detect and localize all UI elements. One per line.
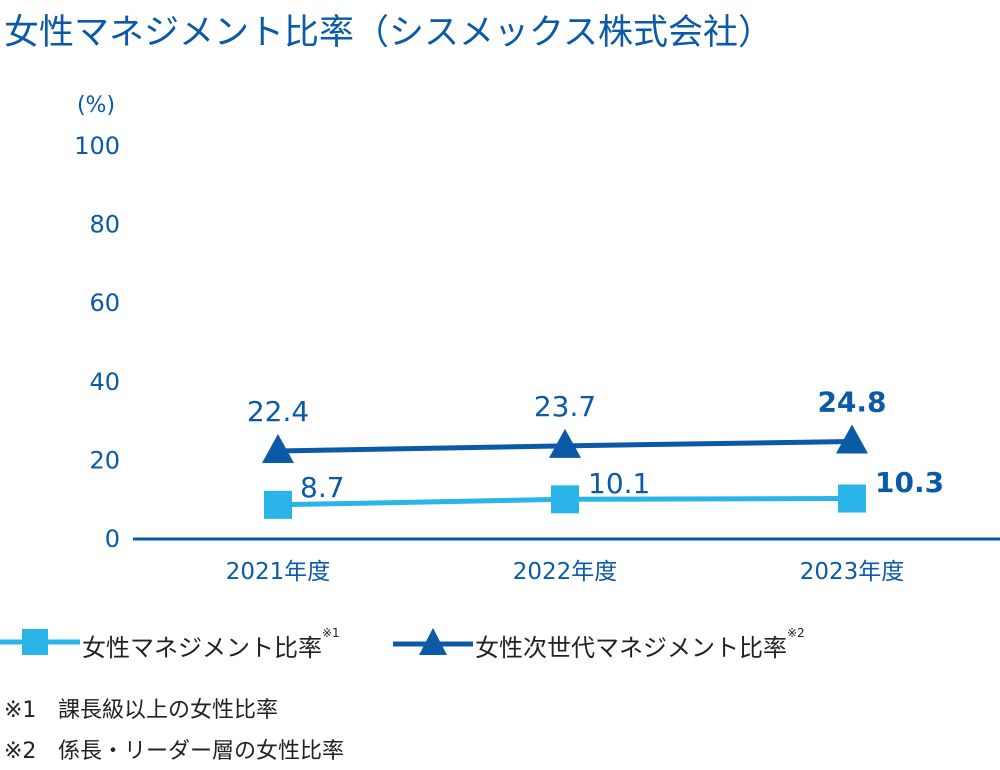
y-tick-label: 80 [89,211,120,239]
x-tick-label: 2021年度 [226,559,331,585]
legend-item-next-gen: 女性次世代マネジメント比率※2 [393,618,893,668]
data-point-square [838,484,866,513]
legend: 女性マネジメント比率※1 女性次世代マネジメント比率※2 [0,618,1000,668]
x-tick-label: 2023年度 [800,559,905,585]
data-label: 22.4 [247,395,309,428]
triangle-marker-icon [393,628,473,655]
y-axis-ticks: 0 20 40 60 80 100 [74,132,120,553]
data-label: 24.8 [817,386,886,419]
y-tick-label: 0 [105,525,120,553]
legend-label-next-gen: 女性次世代マネジメント比率※2 [475,626,805,662]
footnote-1: ※1 課長級以上の女性比率 [4,698,279,723]
data-label: 8.7 [300,471,345,504]
data-point-square [264,490,292,519]
line-chart: (%) 0 20 40 60 80 100 2021年度 2022年度 2023年度 8.7 1… [74,93,1000,585]
series-layer: 8.7 10.1 10.3 22.4 23.7 24.8 [247,386,944,519]
y-tick-label: 20 [89,446,120,474]
data-label: 10.3 [875,466,944,499]
data-point-triangle [549,428,581,458]
y-tick-label: 60 [89,289,120,317]
x-axis-labels: 2021年度 2022年度 2023年度 [226,559,905,585]
square-marker-icon [0,629,80,655]
chart-title: 女性マネジメント比率（シスメックス株式会社） [4,13,773,53]
x-tick-label: 2022年度 [513,559,618,585]
data-label: 10.1 [588,467,650,500]
data-point-triangle [836,424,868,454]
y-tick-label: 40 [89,368,120,396]
footnote-2: ※2 係長・リーダー層の女性比率 [4,739,345,764]
y-tick-label: 100 [74,132,120,160]
y-unit-label: (%) [77,93,115,118]
legend-label-management: 女性マネジメント比率※1 [82,626,340,662]
legend-item-management: 女性マネジメント比率※1 [0,618,380,668]
data-point-triangle [262,433,294,463]
data-point-square [551,485,579,514]
data-label: 23.7 [534,390,596,423]
